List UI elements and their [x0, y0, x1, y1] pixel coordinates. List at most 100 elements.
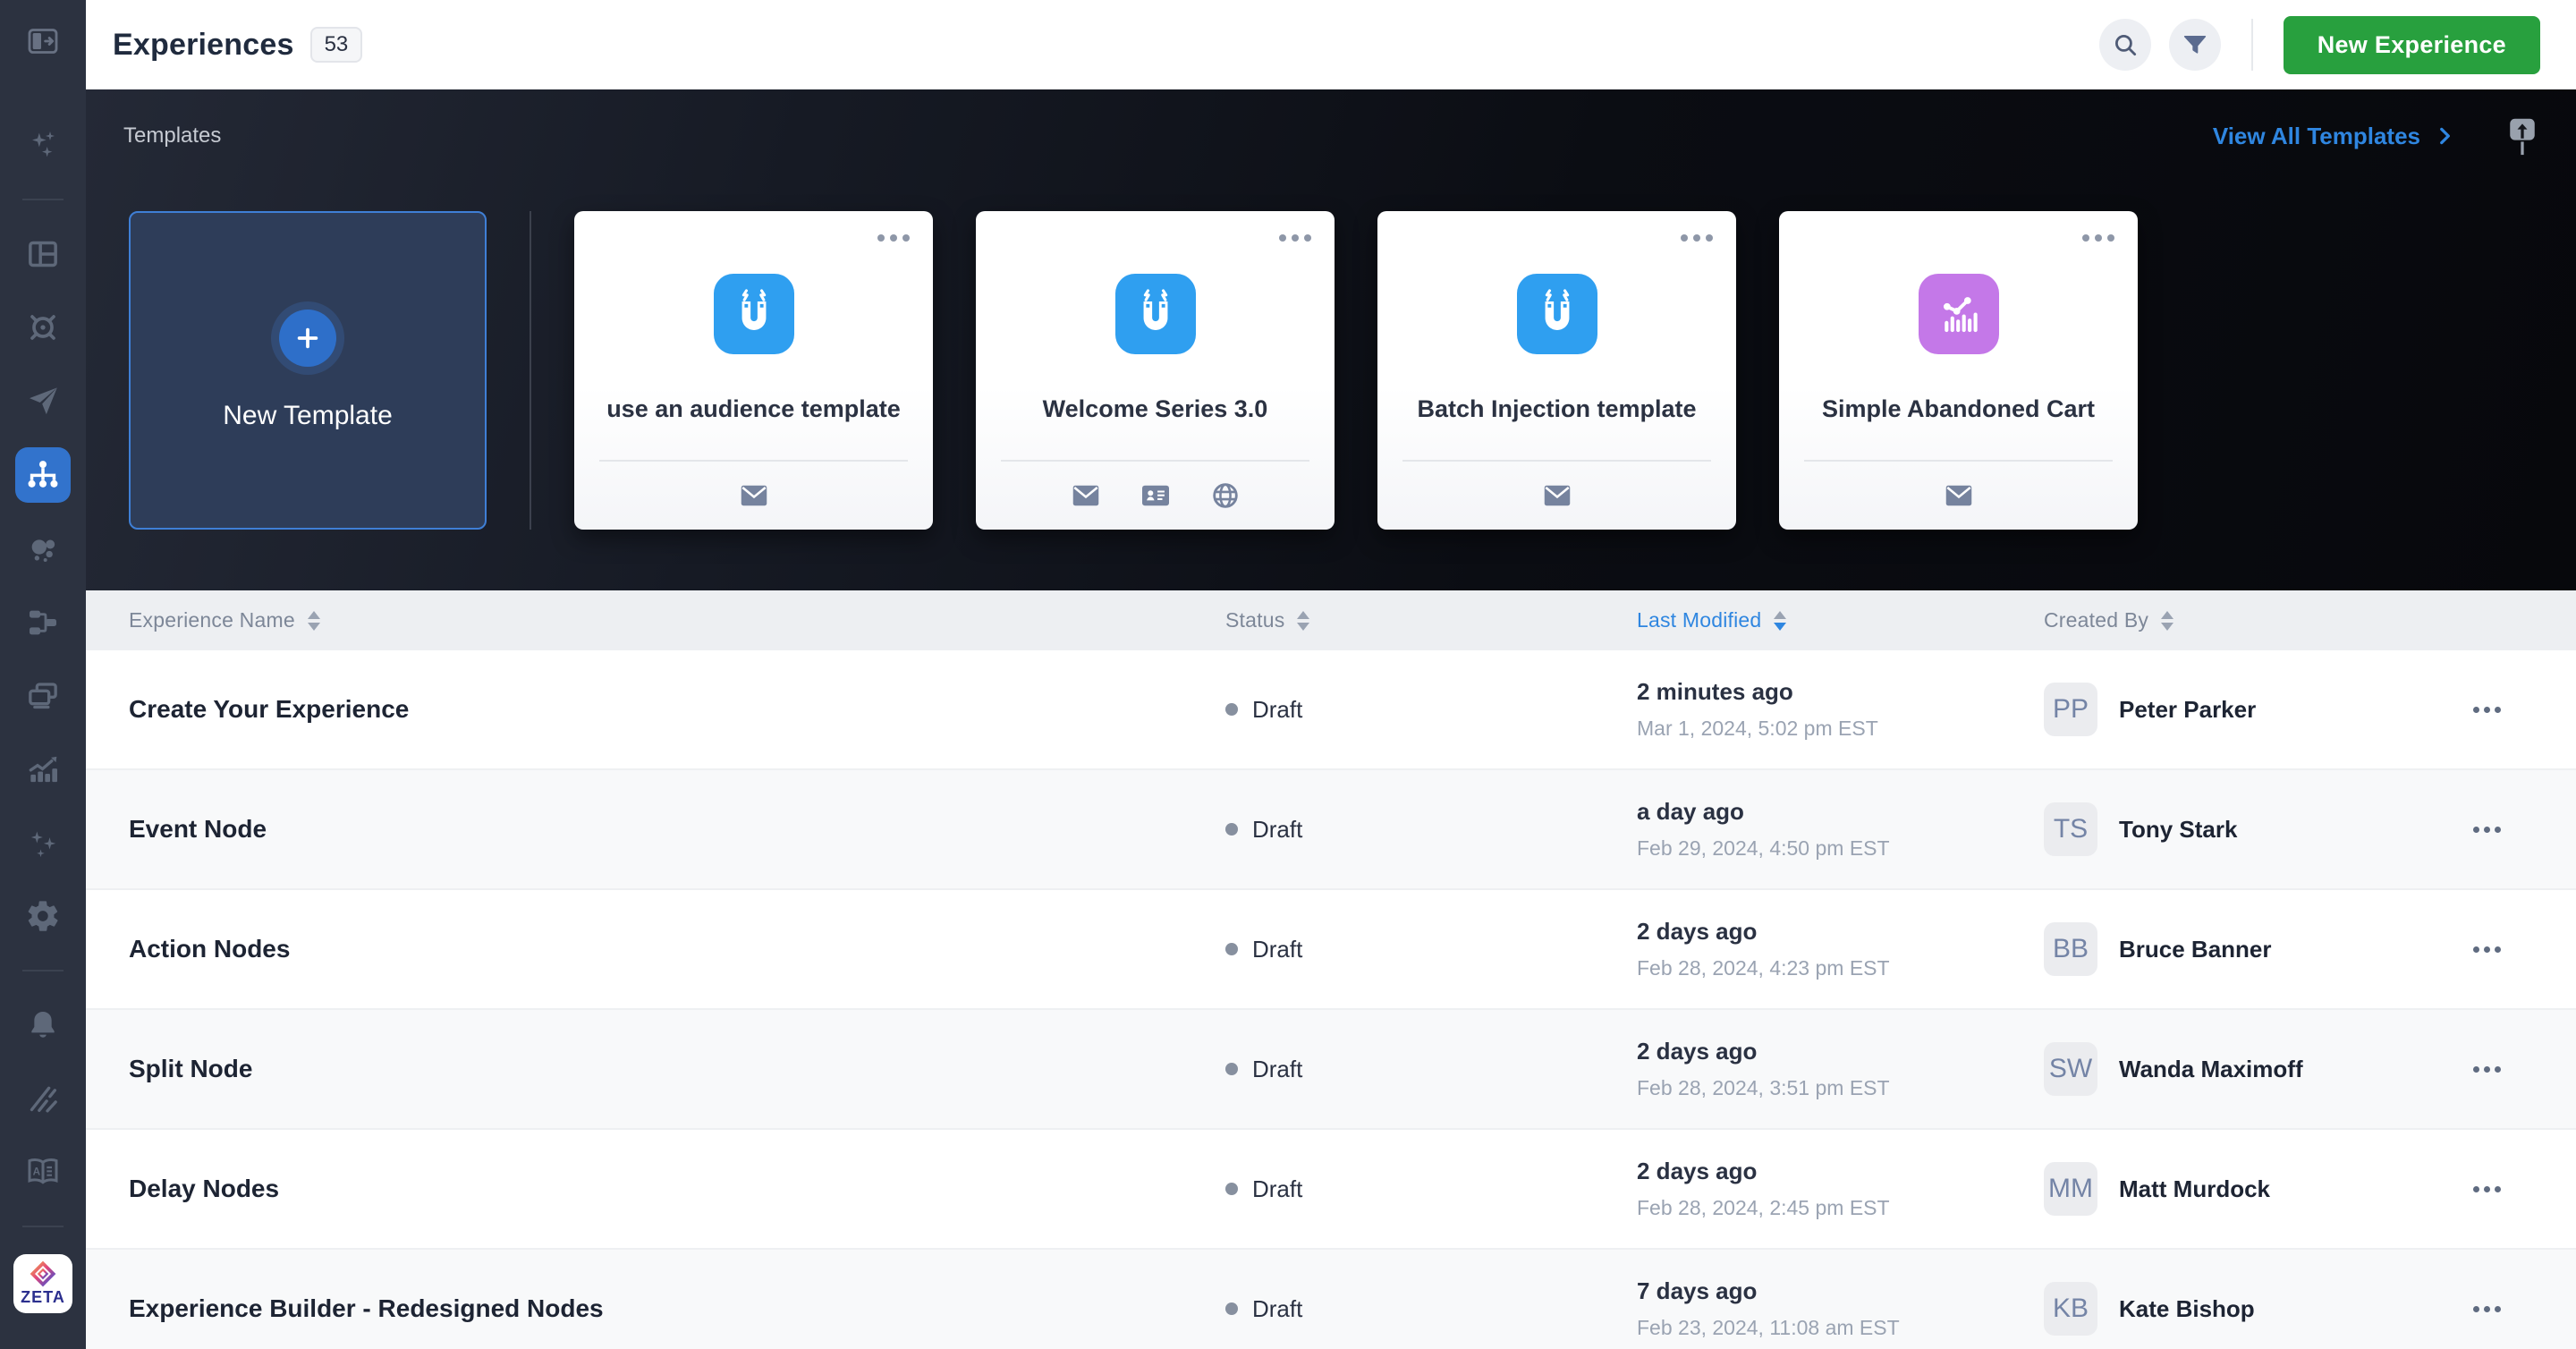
- modified-relative: 2 days ago: [1637, 1038, 1758, 1065]
- modified-relative: 2 days ago: [1637, 1158, 1758, 1184]
- filter-icon: [2183, 36, 2206, 54]
- experience-name[interactable]: Action Nodes: [129, 935, 291, 963]
- experiences-table-header: Experience Name Status Last Modified Cre…: [86, 590, 2576, 650]
- sidebar-item-experiences-active[interactable]: [15, 447, 71, 503]
- status-dot-icon: [1225, 823, 1238, 836]
- row-menu-button[interactable]: [2469, 946, 2501, 953]
- avatar: MM: [2044, 1162, 2097, 1216]
- card-menu-button[interactable]: [1274, 234, 1311, 242]
- row-menu-button[interactable]: [2469, 826, 2501, 833]
- modified-relative: 2 days ago: [1637, 918, 1758, 945]
- filter-button[interactable]: [2168, 19, 2221, 71]
- search-button[interactable]: [2098, 19, 2151, 71]
- template-card[interactable]: use an audience template: [574, 211, 933, 530]
- creator-name: Peter Parker: [2119, 695, 2257, 723]
- cards-divider: [530, 211, 531, 530]
- dashboard-icon[interactable]: [23, 234, 63, 274]
- status-label: Draft: [1252, 1055, 1303, 1082]
- table-column-header[interactable]: Status: [1225, 608, 1637, 632]
- svg-text:A: A: [33, 1166, 41, 1177]
- status-dot-icon: [1225, 703, 1238, 716]
- column-label: Status: [1225, 608, 1285, 632]
- settings-gear-icon[interactable]: [23, 896, 63, 936]
- template-card[interactable]: Simple Abandoned Cart: [1779, 211, 2138, 530]
- template-card[interactable]: Welcome Series 3.0: [976, 211, 1335, 530]
- table-row[interactable]: Split Node Draft 2 days ago Feb 28, 2024…: [86, 1010, 2576, 1130]
- card-footer-divider: [599, 460, 908, 462]
- card-menu-button[interactable]: [2077, 234, 2114, 242]
- table-column-header[interactable]: Created By: [2044, 608, 2451, 632]
- table-row[interactable]: Action Nodes Draft 2 days ago Feb 28, 20…: [86, 890, 2576, 1010]
- modified-relative: 7 days ago: [1637, 1277, 1758, 1304]
- sidebar: A ZETA: [0, 0, 86, 1349]
- audiences-icon[interactable]: [23, 530, 63, 569]
- table-column-header[interactable]: Last Modified: [1637, 608, 2044, 632]
- column-label: Created By: [2044, 608, 2149, 632]
- view-all-templates-label: View All Templates: [2212, 122, 2420, 149]
- row-menu-button[interactable]: [2469, 1065, 2501, 1073]
- table-column-header[interactable]: Experience Name: [129, 608, 1225, 632]
- zeta-logo[interactable]: ZETA: [13, 1254, 72, 1313]
- card-footer-divider: [1402, 460, 1711, 462]
- journey-flow-icon[interactable]: [23, 603, 63, 642]
- row-menu-button[interactable]: [2469, 706, 2501, 713]
- status-label: Draft: [1252, 695, 1303, 723]
- card-menu-button[interactable]: [872, 234, 910, 242]
- intelligence-sparkles-icon[interactable]: [23, 823, 63, 862]
- new-template-card[interactable]: New Template: [129, 211, 487, 530]
- template-card-title: Batch Injection template: [1417, 395, 1697, 422]
- template-cards-row: New Template: [123, 211, 2542, 530]
- signals-icon[interactable]: [23, 1079, 63, 1118]
- card-channel-icons: [1779, 479, 2138, 512]
- sort-icon: [1774, 610, 1787, 631]
- new-experience-button[interactable]: New Experience: [2283, 15, 2540, 74]
- contact-card-channel-icon: [1141, 485, 1169, 506]
- template-card[interactable]: Batch Injection template: [1377, 211, 1736, 530]
- row-menu-button[interactable]: [2469, 1305, 2501, 1312]
- sidebar-divider: [22, 1226, 64, 1227]
- campaigns-send-icon[interactable]: [23, 381, 63, 420]
- view-all-templates-link[interactable]: View All Templates: [2213, 123, 2456, 150]
- search-icon: [2114, 35, 2136, 56]
- experience-name[interactable]: Delay Nodes: [129, 1175, 280, 1202]
- sidebar-divider: [22, 199, 64, 200]
- avatar: TS: [2044, 802, 2097, 856]
- experience-name[interactable]: Event Node: [129, 815, 267, 843]
- status-label: Draft: [1252, 1175, 1303, 1202]
- row-menu-button[interactable]: [2469, 1185, 2501, 1192]
- creator-name: Bruce Banner: [2119, 935, 2272, 963]
- table-row[interactable]: Experience Builder - Redesigned Nodes Dr…: [86, 1250, 2576, 1349]
- collapse-panel-button[interactable]: [2503, 115, 2542, 157]
- template-card-title: use an audience template: [606, 395, 901, 422]
- table-row[interactable]: Delay Nodes Draft 2 days ago Feb 28, 202…: [86, 1130, 2576, 1250]
- assets-stack-icon[interactable]: [23, 676, 63, 716]
- analytics-icon[interactable]: [23, 750, 63, 789]
- glossary-book-icon[interactable]: A: [23, 1152, 63, 1192]
- opportunity-target-icon[interactable]: [23, 308, 63, 347]
- audience-magnet-icon: [713, 274, 794, 354]
- sidebar-divider: [22, 970, 64, 971]
- sort-icon: [1297, 610, 1310, 631]
- creator-name: Matt Murdock: [2119, 1175, 2270, 1202]
- main-content: Experiences 53 New Experience Templates …: [86, 0, 2576, 1349]
- templates-section: Templates View All Templates New Templat…: [86, 89, 2576, 590]
- sidebar-expand-icon[interactable]: [23, 21, 63, 61]
- template-card-title: Simple Abandoned Cart: [1821, 395, 2096, 422]
- email-channel-icon: [1544, 485, 1570, 506]
- modified-relative: 2 minutes ago: [1637, 678, 1793, 705]
- card-menu-button[interactable]: [1675, 234, 1713, 242]
- experience-name[interactable]: Split Node: [129, 1055, 253, 1082]
- creator-name: Kate Bishop: [2119, 1294, 2255, 1322]
- experience-name[interactable]: Experience Builder - Redesigned Nodes: [129, 1294, 604, 1322]
- table-row[interactable]: Create Your Experience Draft 2 minutes a…: [86, 650, 2576, 770]
- email-channel-icon: [741, 485, 767, 506]
- creator-name: Wanda Maximoff: [2119, 1055, 2303, 1082]
- page-title: Experiences: [113, 27, 294, 62]
- table-row[interactable]: Event Node Draft a day ago Feb 29, 2024,…: [86, 770, 2576, 890]
- ai-sparkles-icon[interactable]: [23, 125, 63, 165]
- abandoned-cart-chart-icon: [1918, 274, 1999, 354]
- notifications-bell-icon[interactable]: [23, 1005, 63, 1045]
- experience-name[interactable]: Create Your Experience: [129, 695, 410, 723]
- status-label: Draft: [1252, 815, 1303, 843]
- status-dot-icon: [1225, 943, 1238, 955]
